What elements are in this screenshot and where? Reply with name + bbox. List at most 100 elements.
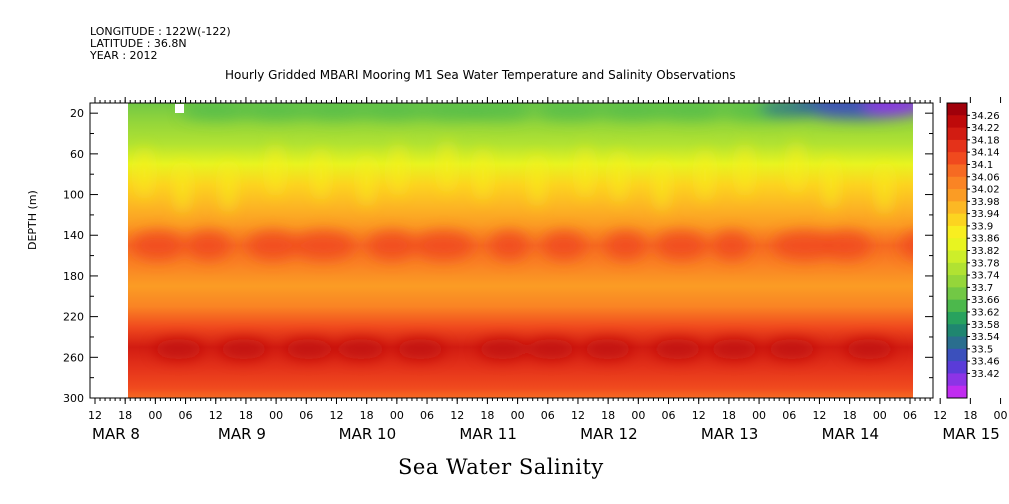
y-tick-label: 100 [63, 189, 84, 202]
x-tick-label: 12 [88, 409, 102, 422]
colorbar-label: 33.74 [971, 271, 1000, 282]
colorbar-label: 33.86 [971, 234, 1000, 245]
x-tick-label: 12 [450, 409, 464, 422]
x-tick-label: 06 [782, 409, 796, 422]
colorbar-label: 34.26 [971, 111, 1000, 122]
x-date-label: MAR 9 [218, 425, 266, 443]
x-date-label: MAR 12 [580, 425, 637, 443]
x-tick-label: 00 [994, 409, 1008, 422]
colorbar-swatch [947, 299, 967, 313]
colorbar-label: 34.02 [971, 185, 1000, 196]
colorbar-swatch [947, 139, 967, 153]
x-date-label: MAR 15 [942, 425, 999, 443]
x-date-label: MAR 8 [92, 425, 140, 443]
colorbar-swatch [947, 164, 967, 178]
colorbar-label: 33.78 [971, 258, 1000, 269]
x-date-label: MAR 11 [459, 425, 516, 443]
colorbar-label: 34.1 [971, 160, 993, 171]
colorbar-label: 33.58 [971, 320, 1000, 331]
plot-area [89, 102, 934, 399]
x-tick-label: 06 [420, 409, 434, 422]
latitude-label: LATITUDE : 36.8N [90, 37, 187, 50]
colorbar-label: 34.14 [971, 148, 1000, 159]
longitude-label: LONGITUDE : 122W(-122) [90, 25, 231, 38]
x-tick-label: 18 [843, 409, 857, 422]
y-tick-label: 20 [70, 107, 84, 120]
colorbar-label: 33.62 [971, 307, 1000, 318]
colorbar-label: 34.06 [971, 172, 1000, 183]
x-tick-label: 12 [329, 409, 343, 422]
colorbar-swatch [947, 287, 967, 301]
x-date-label: MAR 14 [822, 425, 879, 443]
colorbar-swatch [947, 152, 967, 165]
colorbar-label: 33.66 [971, 295, 1000, 306]
colorbar-swatch [947, 189, 967, 202]
x-tick-label: 06 [179, 409, 193, 422]
x-axis: 12 18 00 06 12 18 00 06 12 18 00 06 12 18 00 06 12 18 00 06… [88, 97, 1008, 443]
x-tick-label: 18 [963, 409, 977, 422]
colorbar-swatch [947, 250, 967, 264]
y-tick-label: 220 [63, 311, 84, 324]
colorbar-swatch [947, 201, 967, 215]
colorbar-swatch [947, 127, 967, 141]
colorbar-swatch [947, 373, 967, 387]
x-tick-label: 00 [752, 409, 766, 422]
variable-title: Sea Water Salinity [398, 455, 604, 479]
y-axis: 20 60 100 140 180 220 260 300 [63, 107, 933, 405]
colorbar-swatch [947, 385, 967, 399]
colorbar-label: 33.98 [971, 197, 1000, 208]
x-tick-label: 00 [148, 409, 162, 422]
colorbar-label: 34.22 [971, 123, 1000, 134]
y-tick-label: 300 [63, 392, 84, 405]
salinity-variability [131, 103, 913, 360]
x-tick-label: 18 [722, 409, 736, 422]
colorbar-label: 33.7 [971, 283, 993, 294]
colorbar-label: 33.42 [971, 369, 1000, 380]
x-tick-label: 00 [390, 409, 404, 422]
colorbar-swatch [947, 225, 967, 239]
x-tick-label: 00 [873, 409, 887, 422]
colorbar-swatch [947, 115, 967, 129]
colorbar-swatch [947, 176, 967, 190]
colorbar-swatch [947, 336, 967, 350]
x-tick-label: 06 [903, 409, 917, 422]
x-tick-label: 06 [541, 409, 555, 422]
x-tick-label: 00 [631, 409, 645, 422]
x-date-label: MAR 10 [339, 425, 396, 443]
y-tick-label: 260 [63, 351, 84, 364]
y-tick-label: 140 [63, 229, 84, 242]
x-tick-label: 18 [360, 409, 374, 422]
x-date-label: MAR 13 [701, 425, 758, 443]
colorbar-label: 33.46 [971, 357, 1000, 368]
x-tick-label: 18 [239, 409, 253, 422]
colorbar-label: 34.18 [971, 135, 1000, 146]
colorbar-swatch [947, 361, 967, 374]
data-gap-marker [175, 104, 184, 113]
x-tick-label: 12 [571, 409, 585, 422]
x-tick-label: 00 [511, 409, 525, 422]
x-tick-label: 06 [662, 409, 676, 422]
x-tick-label: 18 [601, 409, 615, 422]
colorbar-swatch [947, 275, 967, 288]
x-tick-label: 12 [692, 409, 706, 422]
x-tick-label: 12 [933, 409, 947, 422]
plot-frame [89, 102, 934, 399]
colorbar-swatch [947, 103, 967, 116]
colorbar-swatch [947, 213, 967, 227]
x-tick-label: 12 [209, 409, 223, 422]
colorbar-label: 33.54 [971, 332, 1000, 343]
colorbar-swatch [947, 262, 967, 276]
colorbar-swatch [947, 238, 967, 251]
colorbar-label: 33.82 [971, 246, 1000, 257]
colorbar: 34.2634.2234.1834.1434.134.0634.0233.983… [946, 102, 1000, 399]
x-tick-label: 18 [118, 409, 132, 422]
colorbar-label: 33.94 [971, 209, 1000, 220]
year-label: YEAR : 2012 [90, 49, 158, 62]
chart-title: Hourly Gridded MBARI Mooring M1 Sea Wate… [225, 68, 736, 82]
x-tick-label: 06 [299, 409, 313, 422]
colorbar-label: 33.5 [971, 344, 993, 355]
colorbar-swatch [947, 311, 967, 325]
y-tick-label: 180 [63, 270, 84, 283]
colorbar-label: 33.9 [971, 221, 993, 232]
